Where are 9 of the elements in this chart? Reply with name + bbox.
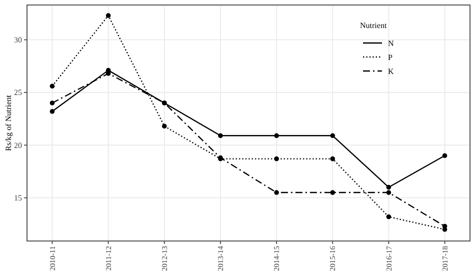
y-tick-label: 30 (14, 36, 22, 45)
y-tick-label: 20 (14, 140, 22, 150)
legend-label: K (388, 66, 394, 76)
y-tick-label: 15 (14, 194, 22, 203)
y-tick-label: 25 (14, 88, 22, 98)
legend-label: N (388, 38, 394, 48)
legend-title: Nutrient (360, 21, 388, 30)
legend-label: P (388, 52, 393, 62)
y-axis-title: Rs/kg of Nutrient (4, 94, 13, 151)
